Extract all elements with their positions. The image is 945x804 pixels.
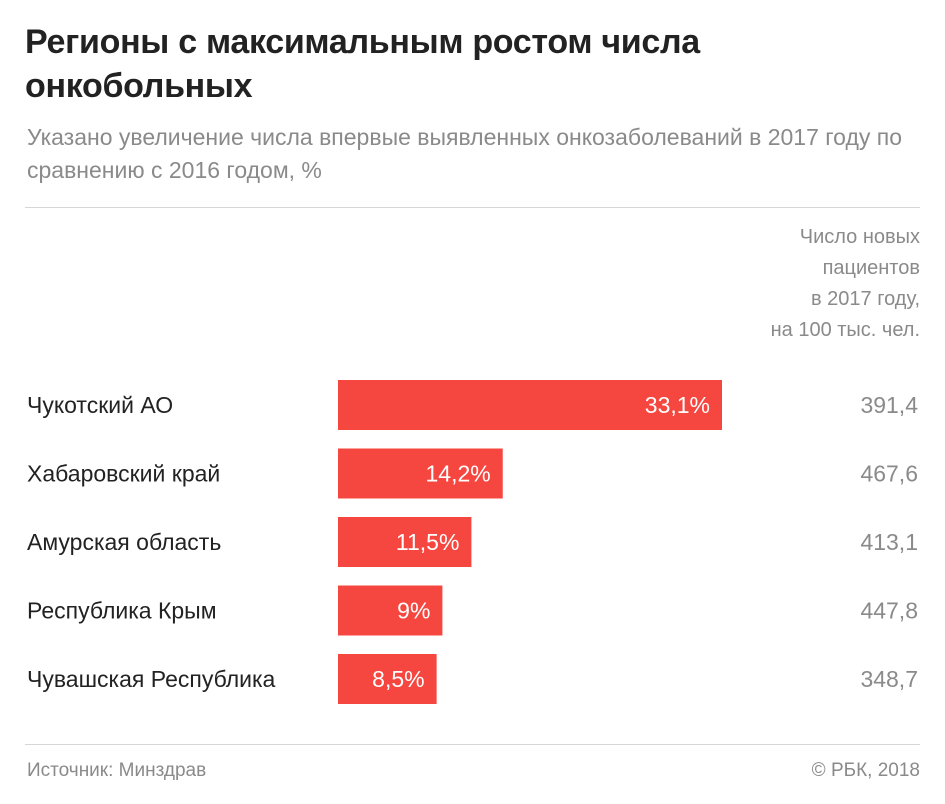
secondary-value: 391,4 [860, 392, 918, 418]
bar-row: Амурская область 11,5% 413,1 [27, 517, 918, 567]
secondary-value: 348,7 [860, 666, 918, 692]
top-divider [25, 207, 920, 208]
bar [338, 585, 443, 636]
source-note: Источник: Минздрав [27, 760, 207, 781]
bottom-divider [25, 744, 920, 745]
bar [338, 448, 503, 499]
bar-row: Республика Крым 9% 447,8 [27, 585, 918, 636]
bar-row: Чувашская Республика 8,5% 348,7 [27, 654, 918, 704]
secondary-column-header-line: в 2017 году, [811, 288, 920, 310]
category-label: Амурская область [27, 529, 221, 555]
bar-value-label: 33,1% [645, 392, 710, 418]
bar-value-label: 9% [397, 598, 430, 624]
secondary-column-header: Число новых пациентов в 2017 году, на 10… [660, 222, 920, 346]
category-label: Чувашская Республика [27, 666, 276, 692]
category-label: Республика Крым [27, 598, 217, 624]
bar [338, 380, 722, 430]
secondary-column-header-line: Число новых [799, 226, 920, 248]
bar-row: Чукотский АО 33,1% 391,4 [27, 380, 918, 430]
bar-row: Хабаровский край 14,2% 467,6 [27, 448, 918, 499]
copyright-note: © РБК, 2018 [811, 760, 920, 781]
secondary-value: 467,6 [860, 461, 918, 487]
bar [338, 654, 437, 704]
bar-value-label: 11,5% [396, 529, 460, 555]
secondary-value: 413,1 [860, 529, 918, 555]
bar-value-label: 14,2% [426, 461, 491, 487]
chart-title: Регионы с максимальным ростом числа онко… [25, 23, 700, 105]
category-label: Хабаровский край [27, 461, 220, 487]
chart-subtitle: Указано увеличение числа впервые выявлен… [27, 124, 902, 183]
secondary-value: 447,8 [860, 598, 918, 624]
secondary-column-header-line: пациентов [822, 257, 920, 279]
category-label: Чукотский АО [27, 392, 173, 418]
bar-value-label: 8,5% [372, 666, 424, 692]
bar [338, 517, 472, 567]
secondary-column-header-line: на 100 тыс. чел. [770, 319, 920, 341]
